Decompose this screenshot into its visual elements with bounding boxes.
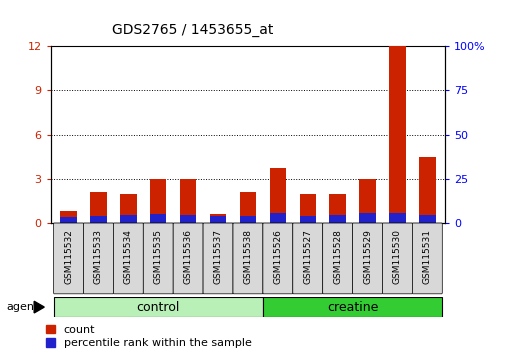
- Text: GSM115526: GSM115526: [273, 229, 282, 284]
- FancyBboxPatch shape: [113, 223, 143, 294]
- Bar: [299, 216, 315, 223]
- Bar: [210, 216, 226, 223]
- Bar: [388, 213, 405, 223]
- FancyBboxPatch shape: [54, 223, 83, 294]
- Text: GSM115531: GSM115531: [422, 229, 431, 284]
- FancyBboxPatch shape: [322, 223, 352, 294]
- Bar: [359, 213, 375, 223]
- Bar: [149, 179, 166, 223]
- Bar: [180, 215, 196, 223]
- Bar: [90, 216, 107, 223]
- Text: GSM115535: GSM115535: [154, 229, 163, 284]
- Text: control: control: [136, 301, 180, 314]
- Bar: [418, 215, 435, 223]
- FancyBboxPatch shape: [352, 223, 382, 294]
- Text: GSM115528: GSM115528: [332, 229, 341, 284]
- Text: GDS2765 / 1453655_at: GDS2765 / 1453655_at: [112, 23, 272, 37]
- Bar: [180, 179, 196, 223]
- Text: GSM115532: GSM115532: [64, 229, 73, 284]
- Text: GSM115534: GSM115534: [124, 229, 133, 284]
- Bar: [359, 179, 375, 223]
- Bar: [60, 211, 77, 223]
- Bar: [90, 192, 107, 223]
- FancyBboxPatch shape: [203, 223, 232, 294]
- Legend: count, percentile rank within the sample: count, percentile rank within the sample: [46, 325, 251, 348]
- Bar: [418, 156, 435, 223]
- Text: GSM115533: GSM115533: [94, 229, 103, 284]
- FancyBboxPatch shape: [232, 223, 263, 294]
- Bar: [149, 214, 166, 223]
- FancyBboxPatch shape: [292, 223, 322, 294]
- Text: GSM115537: GSM115537: [213, 229, 222, 284]
- Text: GSM115538: GSM115538: [243, 229, 252, 284]
- Bar: [210, 214, 226, 223]
- Bar: [120, 194, 136, 223]
- Bar: [120, 215, 136, 223]
- Polygon shape: [34, 301, 44, 313]
- Bar: [269, 213, 285, 223]
- FancyBboxPatch shape: [412, 223, 441, 294]
- Bar: [329, 215, 345, 223]
- FancyBboxPatch shape: [143, 223, 173, 294]
- Text: creatine: creatine: [326, 301, 378, 314]
- Bar: [329, 194, 345, 223]
- Bar: [239, 216, 256, 223]
- Bar: [299, 194, 315, 223]
- Text: GSM115529: GSM115529: [362, 229, 371, 284]
- Text: GSM115530: GSM115530: [392, 229, 401, 284]
- Bar: [239, 192, 256, 223]
- Text: agent: agent: [6, 302, 38, 312]
- FancyBboxPatch shape: [173, 223, 203, 294]
- Text: GSM115527: GSM115527: [302, 229, 312, 284]
- FancyBboxPatch shape: [83, 223, 113, 294]
- Bar: [269, 169, 285, 223]
- FancyBboxPatch shape: [263, 223, 292, 294]
- Text: GSM115536: GSM115536: [183, 229, 192, 284]
- Bar: [60, 217, 77, 223]
- FancyBboxPatch shape: [263, 297, 441, 317]
- Bar: [388, 46, 405, 223]
- FancyBboxPatch shape: [54, 297, 263, 317]
- FancyBboxPatch shape: [382, 223, 412, 294]
